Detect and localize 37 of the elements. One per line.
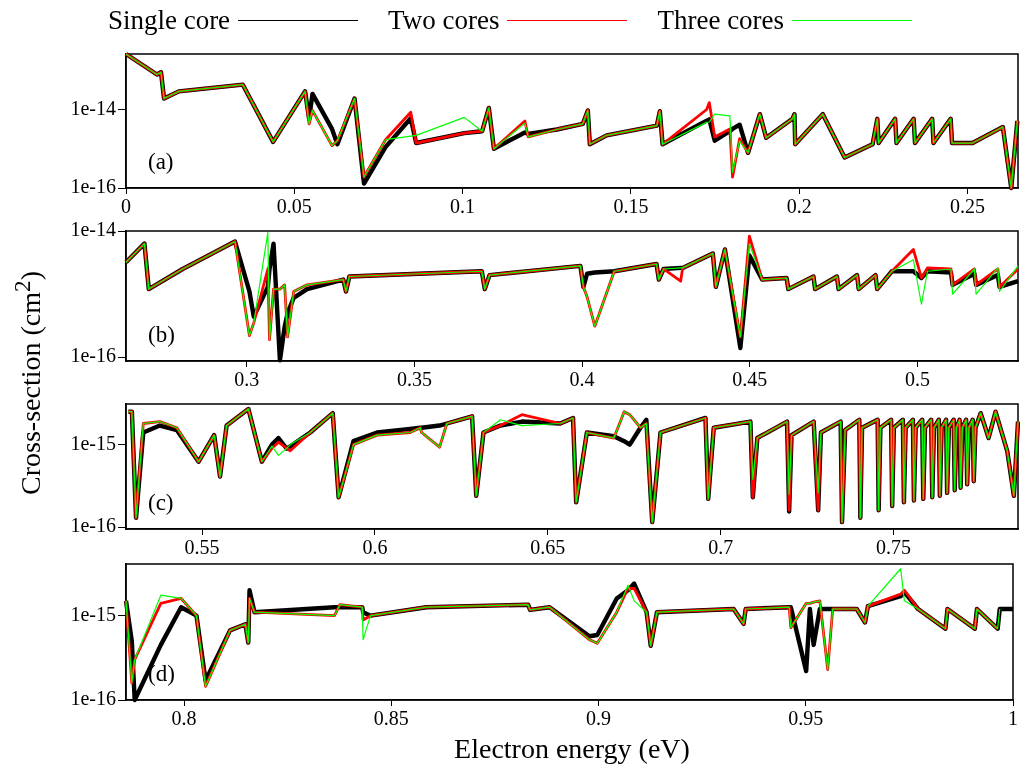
legend-label: Three cores xyxy=(657,4,785,36)
x-tick-label: 0.2 xyxy=(786,195,812,218)
y-tick-label: 1e-16 xyxy=(70,175,116,198)
y-tick-label: 1e-14 xyxy=(70,218,116,241)
annotation: (b) xyxy=(148,321,175,347)
annotation: (a) xyxy=(148,148,174,174)
x-tick-label: 0.75 xyxy=(876,536,912,559)
y-tick-label: 1e-16 xyxy=(70,344,116,367)
y-tick-label: 1e-15 xyxy=(70,431,116,454)
y-tick-label: 1e-15 xyxy=(70,602,116,625)
x-tick-label: 0.3 xyxy=(234,368,260,391)
x-tick-label: 0.7 xyxy=(708,536,734,559)
x-tick-label: 0.5 xyxy=(904,368,930,391)
x-tick-label: 0.35 xyxy=(396,368,432,391)
x-tick-label: 0.8 xyxy=(171,707,197,730)
x-tick-label: 0.55 xyxy=(184,536,220,559)
x-tick-label: 0.6 xyxy=(362,536,388,559)
x-tick-label: 0.15 xyxy=(613,195,649,218)
legend-label: Single core xyxy=(107,4,231,36)
x-tick-label: 0.95 xyxy=(788,707,824,730)
x-tick-label: 0 xyxy=(121,195,131,218)
x-tick-label: 0.25 xyxy=(950,195,986,218)
x-tick-label: 0.9 xyxy=(586,707,612,730)
y-tick-label: 1e-16 xyxy=(70,514,116,537)
x-tick-label: 0.45 xyxy=(732,368,768,391)
annotation: (c) xyxy=(148,489,174,515)
x-tick-label: 0.4 xyxy=(569,368,595,391)
x-tick-label: 0.1 xyxy=(450,195,476,218)
y-tick-label: 1e-16 xyxy=(70,687,116,710)
x-tick-label: 1 xyxy=(1008,707,1018,730)
y-tick-label: 1e-14 xyxy=(70,96,116,119)
x-tick-label: 0.05 xyxy=(276,195,312,218)
x-axis-title: Electron energy (eV) xyxy=(453,733,691,765)
x-tick-label: 0.85 xyxy=(373,707,409,730)
annotation: (d) xyxy=(148,660,175,686)
legend-label: Two cores xyxy=(388,4,500,36)
x-tick-label: 0.65 xyxy=(530,536,566,559)
